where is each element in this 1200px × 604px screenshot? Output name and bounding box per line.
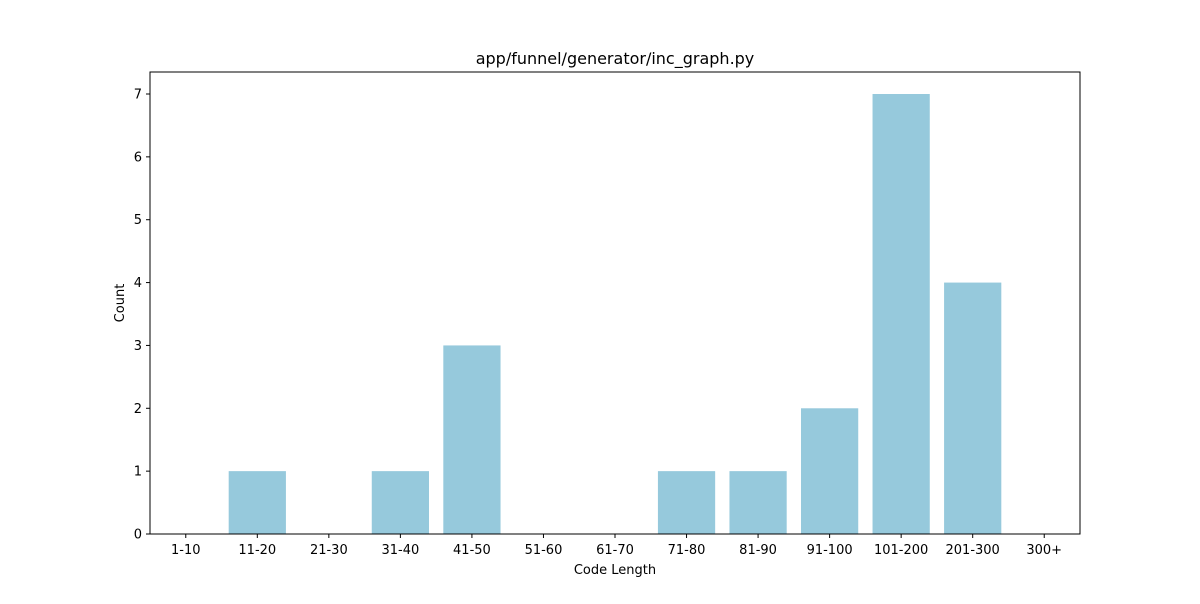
x-tick-label: 91-100 bbox=[807, 543, 853, 558]
y-axis-ticks: 0 1 2 3 4 5 6 7 bbox=[134, 88, 150, 543]
y-tick-label: 6 bbox=[134, 150, 142, 165]
y-tick-label: 4 bbox=[134, 276, 142, 291]
bar-31-40 bbox=[371, 471, 429, 534]
y-tick-label: 5 bbox=[134, 213, 142, 228]
x-tick-label: 300+ bbox=[1026, 543, 1062, 558]
y-tick-label: 0 bbox=[134, 528, 142, 543]
x-tick-label: 201-300 bbox=[946, 543, 1000, 558]
x-tick-label: 31-40 bbox=[381, 543, 419, 558]
x-tick-label: 1-10 bbox=[171, 543, 201, 558]
x-tick-label: 41-50 bbox=[453, 543, 491, 558]
x-tick-label: 21-30 bbox=[310, 543, 348, 558]
y-tick-label: 2 bbox=[134, 402, 142, 417]
bar-71-80 bbox=[657, 471, 716, 534]
bar-201-300 bbox=[944, 282, 1002, 534]
bar-101-200 bbox=[872, 94, 930, 534]
x-tick-label: 11-20 bbox=[238, 543, 276, 558]
y-tick-label: 7 bbox=[134, 88, 142, 103]
bar-81-90 bbox=[729, 471, 787, 534]
bars-layer bbox=[228, 94, 1002, 534]
x-axis-ticks: 1-10 11-20 21-30 31-40 41-50 51-60 61-70 71-80 8… bbox=[171, 534, 1062, 558]
x-axis-label: Code Length bbox=[574, 563, 656, 578]
x-tick-label: 71-80 bbox=[668, 543, 706, 558]
chart-title: app/funnel/generator/inc_graph.py bbox=[476, 49, 755, 69]
y-tick-label: 1 bbox=[134, 465, 142, 480]
x-tick-label: 81-90 bbox=[739, 543, 777, 558]
bar-11-20 bbox=[228, 471, 286, 534]
x-tick-label: 61-70 bbox=[596, 543, 634, 558]
bar-41-50 bbox=[443, 345, 501, 534]
bar-91-100 bbox=[801, 408, 859, 534]
x-tick-label: 101-200 bbox=[874, 543, 928, 558]
plot-frame bbox=[149, 71, 1081, 535]
y-axis-label: Count bbox=[113, 284, 128, 323]
x-tick-label: 51-60 bbox=[525, 543, 563, 558]
y-tick-label: 3 bbox=[134, 339, 142, 354]
